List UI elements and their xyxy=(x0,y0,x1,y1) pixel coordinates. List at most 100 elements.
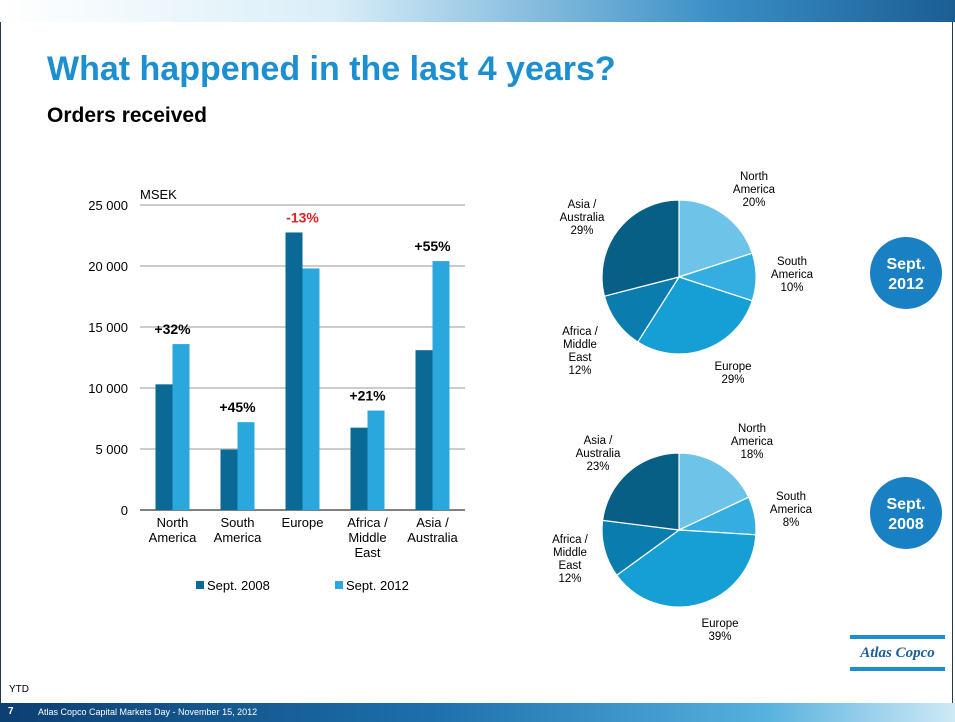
bar xyxy=(285,232,303,510)
change-annotation: +55% xyxy=(414,238,451,254)
pie-slice-label: North America 18% xyxy=(731,423,774,461)
pie-slice-label-line: East xyxy=(568,352,592,364)
pie-slice-label-line: Asia / xyxy=(568,199,598,211)
x-tick-label: North America xyxy=(149,515,197,545)
y-tick-label: 20 000 xyxy=(88,259,128,274)
pie-slice-label-line: North xyxy=(740,171,768,183)
bar xyxy=(415,350,433,510)
year-badge-label-line: 2008 xyxy=(888,516,924,533)
pie-slice xyxy=(601,199,680,297)
footer-bar: 7 Atlas Copco Capital Markets Day - Nove… xyxy=(0,703,955,722)
pie-slice-label-line: Europe xyxy=(701,618,738,630)
year-badge-label-line: 2012 xyxy=(888,276,924,293)
x-tick-label: Asia / Australia xyxy=(407,515,458,545)
bar xyxy=(367,410,385,510)
pie-slice-label-line: East xyxy=(558,560,582,572)
year-badge-label: Sept. 2012 xyxy=(886,256,925,293)
x-tick-label-line: Africa / xyxy=(347,515,388,530)
pie-slice xyxy=(636,276,753,355)
pie-slice-label-line: Middle xyxy=(563,339,597,351)
bar xyxy=(172,344,190,510)
pie-slice-label-line: 20% xyxy=(742,197,765,209)
x-tick-label-line: South xyxy=(221,515,255,530)
year-badge-label-line: Sept. xyxy=(886,256,925,273)
y-tick-label: 0 xyxy=(121,503,128,518)
y-tick-label: 5 000 xyxy=(95,442,128,457)
legend-label: Sept. 2012 xyxy=(346,578,409,593)
x-tick-label-line: Asia / xyxy=(416,515,449,530)
pie-slice-label: South America 8% xyxy=(770,491,813,529)
pie-slice-label-line: Asia / xyxy=(584,435,614,447)
pie-slice-label-line: Africa / xyxy=(552,534,589,546)
pie-slice-label-line: 29% xyxy=(570,225,593,237)
page-number: 7 xyxy=(8,706,14,717)
pie-slice-label-line: 18% xyxy=(740,449,763,461)
slide-title: What happened in the last 4 years? xyxy=(47,50,616,88)
x-tick-label-line: America xyxy=(214,530,262,545)
bar xyxy=(237,422,255,510)
pie-slice-label-line: Africa / xyxy=(562,326,599,338)
pie-slice-label: Africa / Middle East 12% xyxy=(562,326,599,377)
x-tick-label: Europe xyxy=(282,515,324,530)
year-badge-label: Sept. 2008 xyxy=(886,496,925,533)
pie-slice-label-line: North xyxy=(738,423,766,435)
footer-text: Atlas Copco Capital Markets Day - Novemb… xyxy=(38,707,258,717)
x-tick-label: South America xyxy=(214,515,262,545)
pie-slice-label: Africa / Middle East 12% xyxy=(552,534,589,585)
pie-slice xyxy=(678,199,753,278)
bar xyxy=(220,449,238,510)
legend-label: Sept. 2008 xyxy=(207,578,270,593)
pie-slice-label: Europe 29% xyxy=(714,361,751,386)
logo-bottom-stripe xyxy=(850,667,945,671)
pie-slice-label-line: 8% xyxy=(783,517,800,529)
pie-slice-label-line: South xyxy=(776,491,806,503)
pie-slice-label-line: 12% xyxy=(558,573,581,585)
pie-slice-label-line: South xyxy=(777,256,807,268)
pie-slice-label: North America 20% xyxy=(733,171,776,209)
logo-wordmark: Atlas Copco xyxy=(860,645,935,661)
legend-swatch xyxy=(335,581,343,589)
pie-slice-label-line: 23% xyxy=(586,461,609,473)
pie-slice-label: Asia / Australia 29% xyxy=(560,199,605,237)
change-annotation: +21% xyxy=(349,388,386,404)
x-tick-label-line: Middle xyxy=(348,530,386,545)
year-badge xyxy=(870,237,942,309)
pie-slice-label-line: 39% xyxy=(708,631,731,643)
x-tick-label-line: East xyxy=(354,545,380,560)
x-tick-label-line: Australia xyxy=(407,530,458,545)
bar xyxy=(432,261,450,510)
pie-slice-label: Europe 39% xyxy=(701,618,738,643)
pie-slice-label: South America 10% xyxy=(771,256,814,294)
pie-slice-label-line: 29% xyxy=(721,374,744,386)
y-tick-label: 25 000 xyxy=(88,198,128,213)
pie-slice xyxy=(601,452,680,531)
slide-subtitle: Orders received xyxy=(47,104,207,127)
pie-slice-label-line: 10% xyxy=(780,282,803,294)
pie-slice xyxy=(615,529,757,608)
y-tick-label: 10 000 xyxy=(88,381,128,396)
pie-slice-label-line: America xyxy=(771,269,814,281)
pie-slice-label-line: Europe xyxy=(714,361,751,373)
change-annotation: -13% xyxy=(286,209,319,225)
bar xyxy=(350,427,368,510)
pie-slice-label-line: America xyxy=(770,504,813,516)
bar xyxy=(155,384,173,510)
pie-slice-label-line: Australia xyxy=(576,448,621,460)
x-tick-label-line: North xyxy=(157,515,189,530)
pie-slice-label-line: 12% xyxy=(568,365,591,377)
atlas-copco-logo: Atlas Copco xyxy=(850,635,945,677)
x-tick-label-line: America xyxy=(149,530,197,545)
change-annotation: +45% xyxy=(219,399,256,415)
bar xyxy=(302,268,320,510)
header-gradient-bar xyxy=(0,0,955,22)
y-unit-label: MSEK xyxy=(140,187,177,202)
y-tick-label: 15 000 xyxy=(88,320,128,335)
year-badge xyxy=(870,477,942,549)
pie-slice-label: Asia / Australia 23% xyxy=(576,435,621,473)
x-tick-label: Africa / Middle East xyxy=(347,515,388,560)
change-annotation: +32% xyxy=(154,321,191,337)
pie-slice-label-line: America xyxy=(733,184,776,196)
year-badge-label-line: Sept. xyxy=(886,496,925,513)
pie-slice-label-line: Middle xyxy=(553,547,587,559)
